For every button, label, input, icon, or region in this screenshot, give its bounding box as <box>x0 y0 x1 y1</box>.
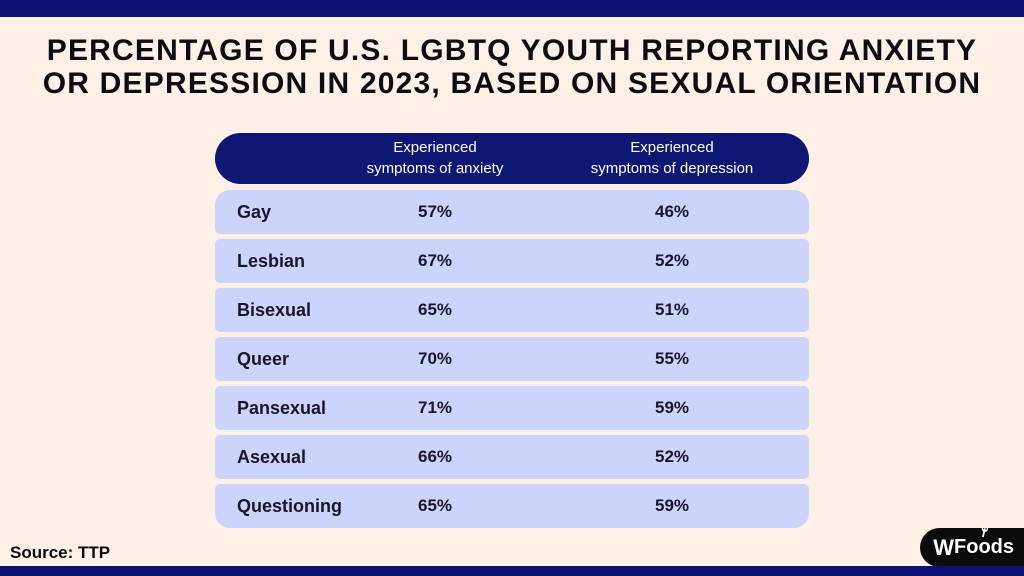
anxiety-value: 57% <box>417 202 453 221</box>
table-row: Queer 70% 55% <box>215 337 809 381</box>
row-label: Gay <box>237 201 272 222</box>
page-title: PERCENTAGE OF U.S. LGBTQ YOUTH REPORTING… <box>0 34 1024 100</box>
title-line-1: PERCENTAGE OF U.S. LGBTQ YOUTH REPORTING… <box>46 34 978 67</box>
anxiety-value: 70% <box>417 349 453 368</box>
depression-value: 59% <box>654 398 690 417</box>
logo-text-o: o <box>978 526 991 559</box>
depression-value: 59% <box>654 496 690 515</box>
table-header: Experienced symptoms of anxiety Experien… <box>215 133 809 184</box>
logo-text-fo: Fo <box>954 536 979 558</box>
anxiety-value: 71% <box>417 398 453 417</box>
row-label: Questioning <box>237 495 342 516</box>
depression-value: 51% <box>654 300 690 319</box>
anxiety-value: 66% <box>417 447 453 466</box>
wfoods-logo: W Fo ods <box>920 526 1024 567</box>
wfoods-logo-text: Fo ods <box>954 526 1014 559</box>
depression-value: 46% <box>654 202 690 221</box>
data-table: Experienced symptoms of anxiety Experien… <box>215 133 809 528</box>
row-label: Bisexual <box>237 299 312 320</box>
title-line-2: OR DEPRESSION IN 2023, BASED ON SEXUAL O… <box>42 67 982 100</box>
depression-value: 52% <box>654 447 690 466</box>
anxiety-value: 65% <box>417 496 453 515</box>
column-header-anxiety: Experienced symptoms of anxiety <box>366 139 504 177</box>
wfoods-logo-mark: W <box>933 534 954 560</box>
row-label: Pansexual <box>237 397 327 418</box>
table-row: Pansexual 71% 59% <box>215 386 809 430</box>
row-label: Queer <box>237 348 290 369</box>
anxiety-value: 65% <box>417 300 453 319</box>
anxiety-value: 67% <box>417 251 453 270</box>
source-attribution: Source: TTP <box>10 543 111 562</box>
depression-value: 55% <box>654 349 690 368</box>
logo-text-ds: ds <box>990 536 1014 558</box>
fork-icon <box>982 526 989 538</box>
table-row: Asexual 66% 52% <box>215 435 809 479</box>
row-label: Asexual <box>237 446 307 467</box>
column-header-depression: Experienced symptoms of depression <box>590 139 754 177</box>
table-row: Bisexual 65% 51% <box>215 288 809 332</box>
table-row: Lesbian 67% 52% <box>215 239 809 283</box>
table-row: Gay 57% 46% <box>215 190 809 234</box>
row-label: Lesbian <box>237 250 306 271</box>
bottom-accent-bar <box>0 566 1024 576</box>
table-row: Questioning 65% 59% <box>215 484 809 528</box>
depression-value: 52% <box>654 251 690 270</box>
top-accent-bar <box>0 0 1024 17</box>
table-body: Gay 57% 46% Lesbian 67% 52% Bisexual 65%… <box>215 190 809 528</box>
